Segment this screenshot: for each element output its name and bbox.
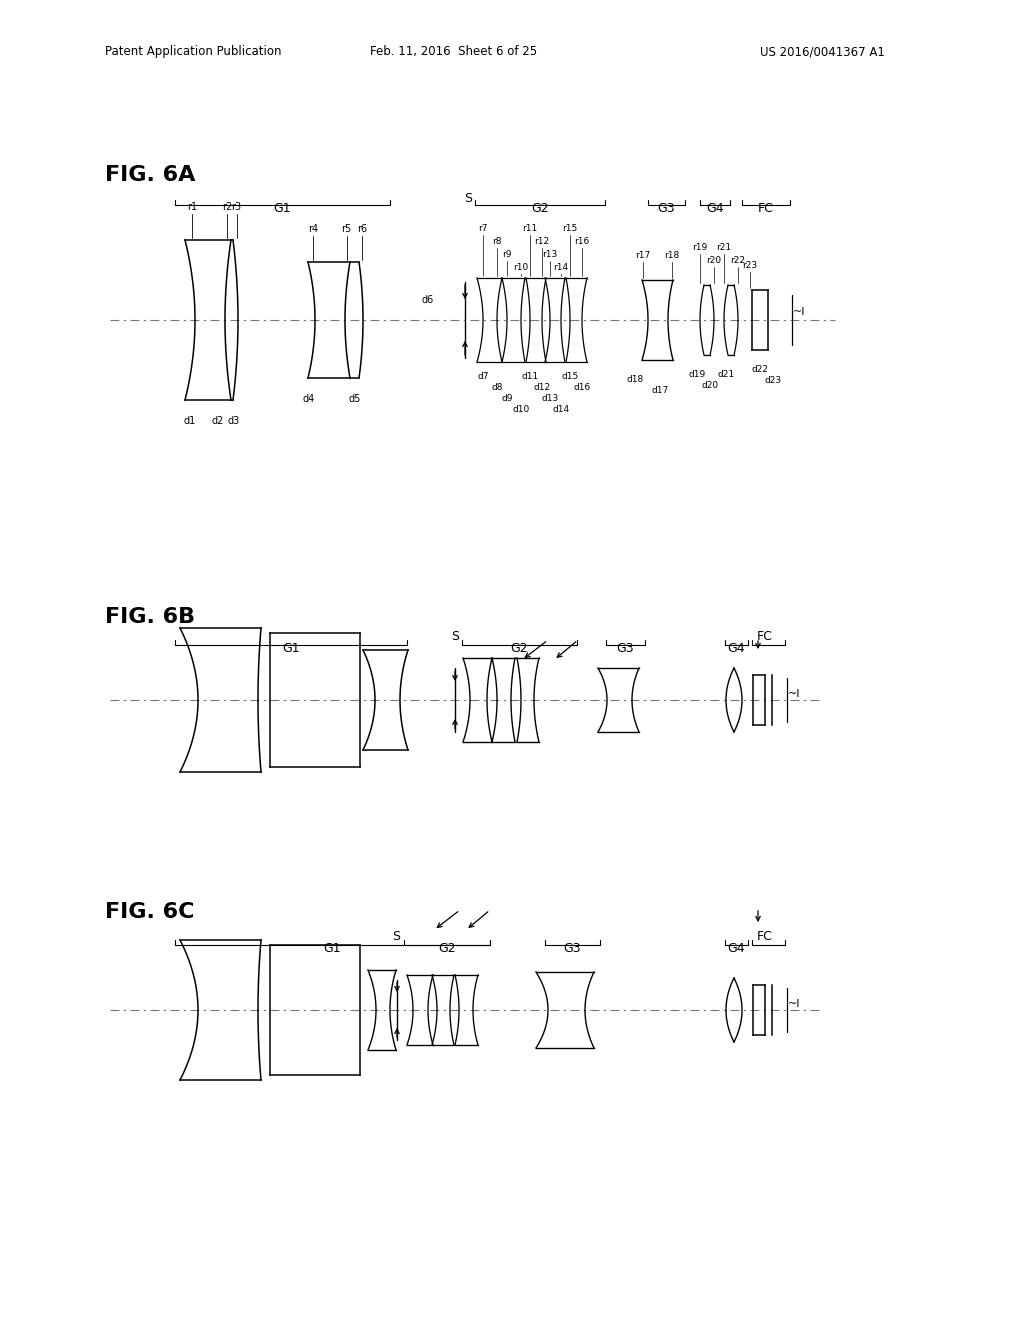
Text: FC: FC <box>757 931 773 944</box>
Text: Feb. 11, 2016  Sheet 6 of 25: Feb. 11, 2016 Sheet 6 of 25 <box>370 45 538 58</box>
Text: d19: d19 <box>688 370 706 379</box>
Text: ~I: ~I <box>793 308 806 317</box>
Text: G1: G1 <box>324 942 341 954</box>
Text: d13: d13 <box>542 393 559 403</box>
Text: US 2016/0041367 A1: US 2016/0041367 A1 <box>760 45 885 58</box>
Text: FIG. 6B: FIG. 6B <box>105 607 196 627</box>
Text: S: S <box>451 631 459 644</box>
Text: G1: G1 <box>273 202 291 215</box>
Text: d9: d9 <box>502 393 513 403</box>
Text: G1: G1 <box>283 642 300 655</box>
Text: d20: d20 <box>701 381 719 389</box>
Text: r4: r4 <box>308 224 318 234</box>
Text: r10: r10 <box>513 263 528 272</box>
Text: d16: d16 <box>573 383 591 392</box>
Text: d22: d22 <box>752 366 768 374</box>
Text: r2: r2 <box>221 202 231 213</box>
Text: d2: d2 <box>212 416 224 426</box>
Text: ~I: ~I <box>788 999 801 1008</box>
Text: FIG. 6A: FIG. 6A <box>105 165 196 185</box>
Text: d8: d8 <box>492 383 503 392</box>
Text: S: S <box>392 931 400 944</box>
Text: G2: G2 <box>531 202 549 215</box>
Text: r8: r8 <box>493 238 502 246</box>
Text: G4: G4 <box>728 942 745 954</box>
Text: G3: G3 <box>563 942 582 954</box>
Text: S: S <box>464 191 472 205</box>
Text: d14: d14 <box>552 405 569 414</box>
Text: r13: r13 <box>543 249 558 259</box>
Text: d11: d11 <box>521 372 539 381</box>
Text: r22: r22 <box>730 256 745 265</box>
Text: r21: r21 <box>717 243 731 252</box>
Text: FC: FC <box>758 202 774 215</box>
Text: d1: d1 <box>184 416 197 426</box>
Text: r20: r20 <box>707 256 722 265</box>
Text: d7: d7 <box>477 372 488 381</box>
Text: d17: d17 <box>651 385 669 395</box>
Text: r9: r9 <box>502 249 512 259</box>
Text: d15: d15 <box>561 372 579 381</box>
Text: d10: d10 <box>512 405 529 414</box>
Text: ~I: ~I <box>788 689 801 700</box>
Text: r1: r1 <box>187 202 197 213</box>
Text: Patent Application Publication: Patent Application Publication <box>105 45 282 58</box>
Text: d6: d6 <box>422 294 434 305</box>
Text: r12: r12 <box>535 238 550 246</box>
Text: G2: G2 <box>438 942 456 954</box>
Text: G2: G2 <box>511 642 528 655</box>
Text: r17: r17 <box>635 251 650 260</box>
Text: d4: d4 <box>303 393 315 404</box>
Text: r11: r11 <box>522 224 538 234</box>
Text: d18: d18 <box>627 375 644 384</box>
Text: r16: r16 <box>574 238 590 246</box>
Text: r7: r7 <box>478 224 487 234</box>
Text: r5: r5 <box>341 224 351 234</box>
Text: r3: r3 <box>231 202 242 213</box>
Text: d21: d21 <box>718 370 734 379</box>
Text: r19: r19 <box>692 243 708 252</box>
Text: d5: d5 <box>349 393 361 404</box>
Text: r23: r23 <box>742 261 758 271</box>
Text: r6: r6 <box>356 224 367 234</box>
Text: FIG. 6C: FIG. 6C <box>105 902 195 921</box>
Text: d3: d3 <box>228 416 240 426</box>
Text: G3: G3 <box>616 642 634 655</box>
Text: r18: r18 <box>665 251 680 260</box>
Text: G4: G4 <box>707 202 724 215</box>
Text: d23: d23 <box>765 376 781 385</box>
Text: r15: r15 <box>562 224 578 234</box>
Text: G3: G3 <box>657 202 675 215</box>
Text: G4: G4 <box>728 642 745 655</box>
Text: r14: r14 <box>553 263 568 272</box>
Text: FC: FC <box>757 631 773 644</box>
Text: d12: d12 <box>534 383 551 392</box>
